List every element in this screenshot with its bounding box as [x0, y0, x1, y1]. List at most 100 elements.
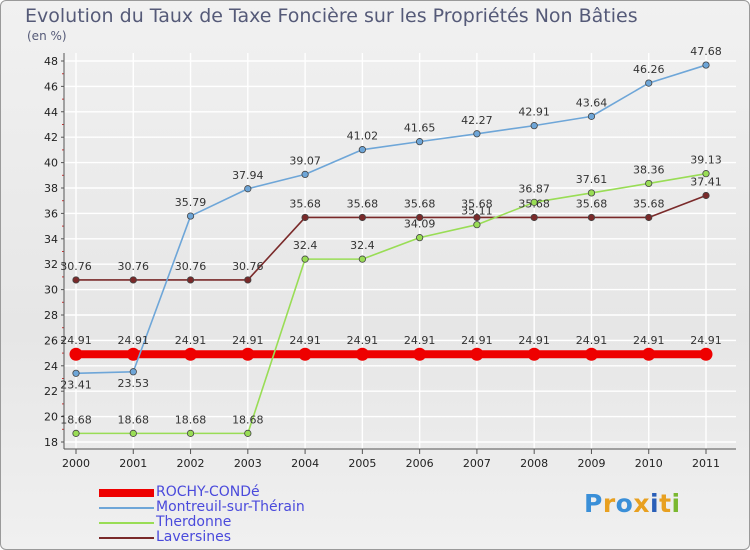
- data-point: [645, 213, 653, 222]
- legend-label: Therdonne: [156, 514, 232, 530]
- data-label: 24.91: [232, 334, 264, 347]
- data-label: 35.68: [518, 197, 550, 210]
- y-tick-label: 30: [44, 284, 58, 297]
- data-label: 24.91: [289, 334, 321, 347]
- data-label: 41.65: [404, 122, 436, 135]
- y-tick-label: 36: [44, 207, 58, 220]
- y-tick-label: 18: [44, 436, 58, 449]
- chart-title: Evolution du Taux de Taxe Foncière sur l…: [25, 5, 638, 27]
- data-point: [186, 429, 195, 437]
- data-label: 24.91: [461, 334, 493, 347]
- data-label: 23.41: [60, 378, 92, 391]
- series-line-2: [76, 172, 707, 435]
- x-tick-label: 2002: [177, 457, 205, 470]
- data-point: [244, 276, 252, 284]
- data-point: [301, 213, 309, 222]
- x-tick-label: 2007: [463, 457, 491, 470]
- logo-letter: i: [650, 489, 660, 518]
- legend-swatch: [99, 507, 154, 509]
- y-tick-label: 24: [44, 360, 58, 373]
- data-point: [530, 213, 538, 222]
- data-point: [530, 122, 538, 130]
- data-label: 18.68: [60, 413, 92, 426]
- data-label: 43.64: [576, 96, 608, 109]
- data-point: [645, 79, 653, 87]
- y-tick-label: 28: [44, 309, 58, 322]
- data-label: 24.91: [576, 334, 608, 347]
- data-point: [699, 347, 713, 361]
- x-tick-label: 2011: [692, 457, 720, 470]
- data-point: [470, 347, 484, 361]
- data-label: 24.91: [347, 334, 379, 347]
- data-label: 37.41: [690, 175, 722, 188]
- data-label: 42.27: [461, 114, 493, 127]
- data-point: [645, 179, 653, 188]
- data-point: [244, 185, 252, 193]
- data-label: 34.09: [404, 218, 436, 231]
- y-axis-unit: (en %): [27, 29, 67, 43]
- data-point: [358, 146, 366, 154]
- data-point: [587, 189, 596, 197]
- data-label: 23.53: [118, 377, 150, 390]
- data-label: 24.91: [60, 334, 92, 347]
- data-label: 18.68: [232, 413, 264, 426]
- data-label: 18.68: [118, 413, 150, 426]
- data-label: 24.91: [175, 334, 207, 347]
- data-point: [358, 255, 366, 263]
- data-point: [244, 429, 252, 437]
- y-tick-label: 34: [44, 233, 58, 246]
- data-point: [129, 276, 137, 284]
- data-label: 37.61: [576, 173, 608, 186]
- series-line-1: [75, 64, 707, 375]
- y-tick-label: 38: [44, 182, 58, 195]
- data-point: [413, 347, 427, 361]
- legend-item-therdonne: Therdonne: [99, 514, 359, 530]
- logo-letter: x: [633, 489, 650, 518]
- x-tick-label: 2009: [577, 457, 605, 470]
- x-tick-label: 2008: [520, 457, 548, 470]
- data-label: 18.68: [175, 413, 207, 426]
- legend-label: Montreuil-sur-Thérain: [156, 499, 305, 515]
- data-point: [129, 368, 137, 376]
- x-tick-label: 2010: [635, 457, 663, 470]
- data-label: 35.79: [175, 196, 207, 209]
- legend-item-laversines: Laversines: [99, 529, 359, 545]
- data-point: [473, 130, 481, 138]
- data-label: 24.91: [633, 334, 665, 347]
- data-point: [69, 347, 83, 361]
- data-label: 30.76: [118, 260, 150, 273]
- y-tick-label: 22: [44, 385, 58, 398]
- legend: ROCHY-CONDé Montreuil-sur-Thérain Therdo…: [99, 484, 359, 545]
- data-point: [416, 234, 424, 242]
- legend-item-montreuil-sur-therain: Montreuil-sur-Thérain: [99, 499, 359, 515]
- data-label: 38.36: [633, 163, 665, 176]
- data-point: [527, 347, 541, 361]
- data-point: [473, 213, 481, 222]
- data-label: 41.02: [347, 130, 379, 143]
- data-label: 24.91: [118, 334, 150, 347]
- data-label: 39.13: [690, 154, 722, 167]
- logo-letter: r: [602, 489, 616, 518]
- data-point: [301, 170, 309, 179]
- legend-swatch: [99, 489, 154, 497]
- data-point: [184, 347, 198, 361]
- data-label: 35.68: [633, 197, 665, 210]
- x-tick-label: 2004: [291, 457, 319, 470]
- data-point: [186, 276, 195, 284]
- data-label: 35.68: [576, 197, 608, 210]
- y-tick-label: 32: [44, 258, 58, 271]
- data-point: [301, 255, 309, 263]
- x-tick-label: 2001: [119, 457, 147, 470]
- data-point: [587, 213, 596, 222]
- data-label: 30.76: [232, 260, 264, 273]
- data-label: 32.4: [350, 239, 375, 252]
- data-point: [473, 221, 481, 229]
- data-point: [358, 213, 366, 222]
- data-point: [702, 191, 710, 200]
- legend-swatch: [99, 537, 154, 539]
- data-label: 35.68: [404, 197, 436, 210]
- data-label: 42.91: [518, 106, 550, 119]
- data-point: [72, 369, 80, 377]
- data-label: 39.07: [289, 154, 321, 167]
